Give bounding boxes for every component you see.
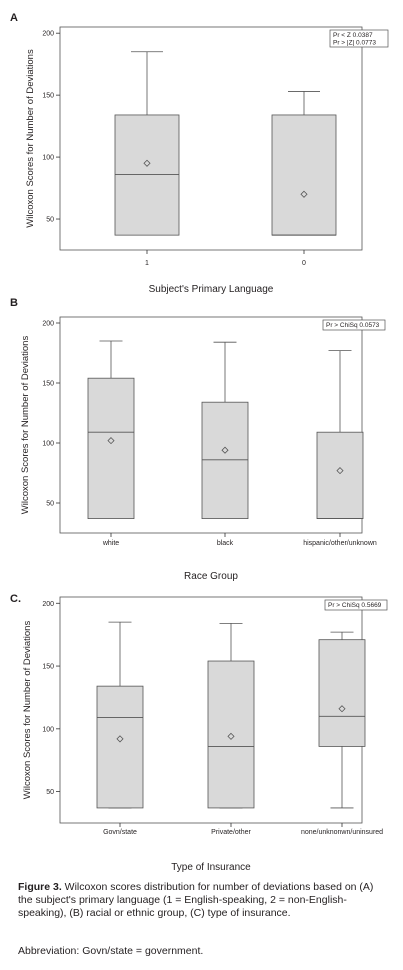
mean-marker — [336, 467, 344, 475]
x-tick-label: white — [102, 540, 119, 547]
chart-panel-2: B 50 100 150 200 Wilcoxon Scores for Number o… — [10, 297, 386, 582]
stats-box — [329, 29, 389, 48]
box-iqr — [114, 114, 180, 236]
mean-marker — [227, 732, 235, 740]
mean-marker — [338, 705, 346, 713]
box-iqr — [318, 639, 366, 747]
x-tick-label: Govn/state — [103, 829, 137, 836]
x-axis-label: Subject's Primary Language — [149, 284, 274, 295]
stats-text: Pr > ChiSq 0.5669 — [328, 602, 382, 609]
box-iqr — [207, 660, 255, 809]
box-1 — [114, 51, 180, 236]
panel-letter: C. — [10, 593, 21, 605]
mean-marker — [107, 437, 115, 445]
box-2 — [207, 622, 255, 809]
panel-letter: A — [10, 12, 18, 24]
caption-label: Figure 3. — [18, 881, 62, 893]
box-iqr — [201, 401, 249, 520]
box-3 — [316, 350, 364, 520]
x-tick-label: Private/other — [211, 829, 251, 836]
x-axis-label: Race Group — [184, 571, 238, 582]
chart-panel-1: A 50 100 150 200 Wilcoxon Scores for Number o… — [10, 12, 389, 295]
x-tick-label: black — [217, 540, 234, 547]
mean-marker — [143, 159, 151, 167]
stats-box — [322, 319, 386, 331]
mean-marker — [116, 735, 124, 743]
y-tick-label: 200 — [42, 31, 54, 38]
y-tick-label: 150 — [42, 93, 54, 100]
figure-caption: Figure 3. Wilcoxon scores distribution f… — [18, 881, 388, 920]
x-tick-label: hispanic/other/unknown — [303, 540, 377, 547]
box-iqr — [87, 377, 135, 520]
panel-letter: B — [10, 297, 18, 309]
mean-marker — [221, 446, 229, 454]
mean-marker — [300, 190, 308, 198]
chart-panel-3: C. 50 100 150 200 Wilcoxon Scores for Number … — [10, 593, 388, 873]
y-tick-label: 50 — [46, 789, 54, 796]
y-axis-label: Wilcoxon Scores for Number of Deviations — [20, 336, 31, 515]
box-iqr — [316, 431, 364, 520]
box-iqr — [96, 685, 144, 809]
box-3 — [318, 631, 366, 809]
box-1 — [87, 340, 135, 520]
caption-text: Wilcoxon scores distribution for number … — [18, 881, 374, 919]
y-axis-label: Wilcoxon Scores for Number of Deviations — [25, 49, 36, 228]
y-tick-label: 50 — [46, 501, 54, 508]
box-2 — [201, 341, 249, 520]
y-tick-label: 150 — [42, 381, 54, 388]
y-tick-label: 50 — [46, 217, 54, 224]
x-tick-label: 0 — [302, 260, 306, 267]
stats-text: Pr > ChiSq 0.0573 — [326, 322, 380, 329]
x-tick-label: none/unknonwn/uninsured — [301, 829, 383, 836]
stats-box — [324, 599, 388, 611]
plot-frame — [59, 316, 363, 534]
y-tick-label: 100 — [42, 441, 54, 448]
y-axis-label: Wilcoxon Scores for Number of Deviations — [22, 621, 33, 800]
y-tick-label: 200 — [42, 601, 54, 608]
y-tick-label: 100 — [42, 155, 54, 162]
y-tick-label: 150 — [42, 664, 54, 671]
x-tick-label: 1 — [145, 260, 149, 267]
box-2 — [271, 91, 337, 236]
y-tick-label: 100 — [42, 726, 54, 733]
abbreviation-note: Abbreviation: Govn/state = government. — [18, 945, 204, 957]
box-1 — [96, 621, 144, 809]
y-tick-label: 200 — [42, 321, 54, 328]
box-iqr — [271, 114, 337, 236]
stats-text: Pr > |Z| 0.0773 — [333, 40, 376, 47]
stats-text: Pr < Z 0.0387 — [333, 32, 373, 39]
plot-frame — [59, 26, 363, 251]
x-axis-label: Type of Insurance — [171, 862, 251, 873]
